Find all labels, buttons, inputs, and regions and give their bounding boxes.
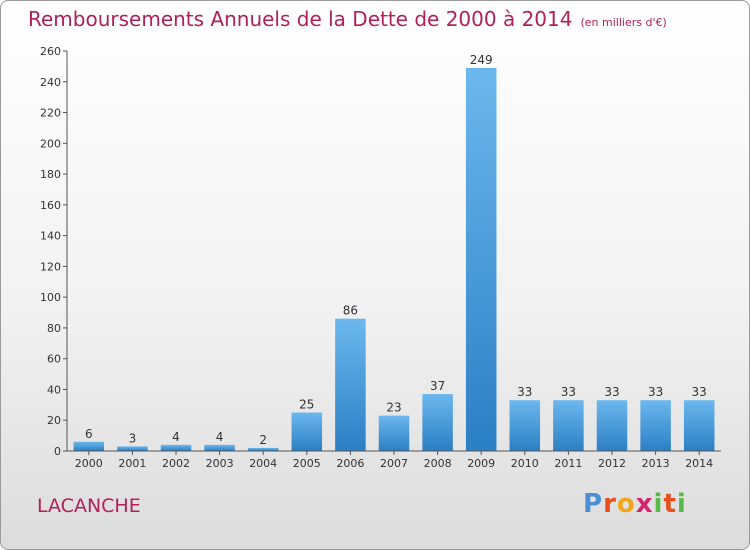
bar-2010 <box>509 400 541 451</box>
y-tick-label: 180 <box>40 168 61 181</box>
data-label-2012: 33 <box>604 385 619 399</box>
x-tick-label-2001: 2001 <box>118 457 146 470</box>
x-tick-label-2014: 2014 <box>685 457 713 470</box>
x-tick-label-2004: 2004 <box>249 457 277 470</box>
y-tick-label: 160 <box>40 199 61 212</box>
y-tick-label: 20 <box>47 414 61 427</box>
bar-2012 <box>596 400 628 451</box>
x-tick-label-2013: 2013 <box>642 457 670 470</box>
y-tick-label: 140 <box>40 230 61 243</box>
proxiti-logo: Proxiti <box>583 489 687 519</box>
logo-letter: o <box>616 489 636 519</box>
place-name: LACANCHE <box>37 495 141 517</box>
y-tick-label: 240 <box>40 76 61 89</box>
x-tick-label-2003: 2003 <box>206 457 234 470</box>
data-label-2010: 33 <box>517 385 532 399</box>
y-tick-label: 260 <box>40 45 61 58</box>
logo-letter: i <box>676 489 687 519</box>
logo-letter: P <box>583 489 604 519</box>
data-label-2008: 37 <box>430 379 445 393</box>
data-label-2013: 33 <box>648 385 663 399</box>
bar-2004 <box>247 447 279 451</box>
y-tick-label: 40 <box>47 383 61 396</box>
data-label-2003: 4 <box>216 430 224 444</box>
title-text: Remboursements Annuels de la Dette de 20… <box>28 7 573 31</box>
data-label-2006: 86 <box>343 304 358 318</box>
data-label-2009: 249 <box>470 53 493 67</box>
data-label-2000: 6 <box>85 427 93 441</box>
y-tick-label: 0 <box>54 445 61 458</box>
data-label-2001: 3 <box>129 431 137 445</box>
x-tick-label-2006: 2006 <box>336 457 364 470</box>
title-unit: (en milliers d'€) <box>580 16 667 29</box>
logo-letter: i <box>653 489 664 519</box>
logo-letter: r <box>603 489 617 519</box>
y-tick-label: 100 <box>40 291 61 304</box>
y-tick-label: 80 <box>47 322 61 335</box>
bar-2013 <box>640 400 671 451</box>
data-label-2011: 33 <box>561 385 576 399</box>
bar-2008 <box>422 394 453 451</box>
bar-2002 <box>160 444 192 451</box>
data-label-2002: 4 <box>172 430 180 444</box>
bar-2009 <box>465 67 497 451</box>
bar-2007 <box>378 415 410 451</box>
x-tick-label-2000: 2000 <box>75 457 103 470</box>
bar-2005 <box>291 412 323 451</box>
bar-2006 <box>335 318 366 451</box>
bar-2003 <box>204 444 235 451</box>
bar-2014 <box>683 400 715 451</box>
x-tick-label-2009: 2009 <box>467 457 495 470</box>
logo-letter: x <box>635 489 654 519</box>
x-tick-label-2002: 2002 <box>162 457 190 470</box>
y-tick-label: 200 <box>40 137 61 150</box>
data-label-2004: 2 <box>259 433 267 447</box>
x-tick-label-2008: 2008 <box>424 457 452 470</box>
logo-letter: t <box>663 489 677 519</box>
x-tick-label-2007: 2007 <box>380 457 408 470</box>
chart-title: Remboursements Annuels de la Dette de 20… <box>28 7 667 31</box>
data-label-2014: 33 <box>692 385 707 399</box>
y-tick-label: 120 <box>40 260 61 273</box>
y-tick-label: 220 <box>40 107 61 120</box>
bar-2011 <box>553 400 584 451</box>
x-tick-label-2010: 2010 <box>511 457 539 470</box>
bar-2001 <box>117 446 148 451</box>
x-tick-label-2011: 2011 <box>554 457 582 470</box>
data-label-2005: 25 <box>299 398 314 412</box>
y-tick-label: 60 <box>47 353 61 366</box>
bar-2000 <box>73 441 105 451</box>
x-tick-label-2005: 2005 <box>293 457 321 470</box>
x-tick-label-2012: 2012 <box>598 457 626 470</box>
data-label-2007: 23 <box>386 401 401 415</box>
